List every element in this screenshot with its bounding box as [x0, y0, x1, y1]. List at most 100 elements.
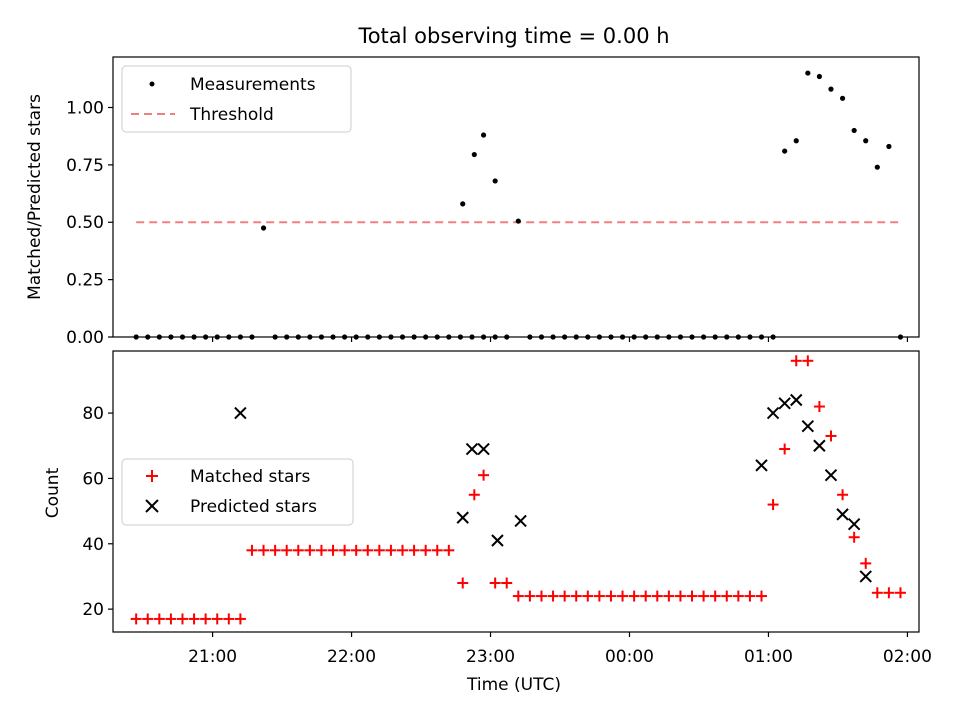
legend-measurements-marker [149, 81, 155, 87]
x-tick-label: 23:00 [466, 647, 515, 667]
legend-matched-marker [146, 470, 158, 482]
matched-star-point [605, 590, 617, 602]
matched-star-point [570, 590, 582, 602]
measurement-point [816, 73, 823, 80]
predicted-star-point [766, 406, 780, 420]
matched-star-point [721, 590, 733, 602]
predicted-star-point [477, 442, 490, 456]
bottom-y-tick-label: 80 [82, 404, 104, 424]
predicted-star-point [813, 439, 826, 452]
matched-star-point [188, 613, 200, 625]
matched-star-point [397, 544, 409, 556]
predicted-star-point [836, 508, 849, 521]
measurement-point [805, 70, 811, 76]
matched-star-point [373, 544, 385, 556]
measurement-point [828, 86, 834, 92]
matched-star-point [837, 489, 849, 501]
bottom-y-tick-label: 20 [82, 600, 104, 620]
matched-star-point [130, 613, 142, 625]
predicted-star-point [778, 397, 791, 410]
matched-star-point [292, 544, 304, 556]
predicted-star-point [514, 514, 527, 528]
matched-star-point [617, 590, 629, 602]
bottom-y-tick-label: 60 [82, 469, 104, 489]
top-y-tick-label: 0.00 [66, 328, 104, 348]
top-legend: Measurements Threshold [121, 65, 352, 133]
predicted-star-point [847, 517, 861, 531]
matched-star-point [223, 613, 235, 625]
matched-star-point [246, 544, 258, 556]
legend-predicted-label: Predicted stars [190, 497, 317, 517]
measurement-point [460, 201, 466, 207]
matched-star-point [142, 613, 154, 625]
matched-star-point [304, 544, 316, 556]
matched-star-point [651, 590, 663, 602]
matched-star-point [860, 557, 872, 569]
matched-star-point [640, 590, 652, 602]
matched-star-point [153, 613, 165, 625]
top-y-tick-label: 0.50 [66, 213, 104, 233]
matched-star-point [779, 443, 791, 455]
legend-matched-label: Matched stars [190, 467, 310, 487]
measurement-point [782, 148, 788, 154]
matched-star-point [512, 590, 524, 602]
top-y-axis-label: Matched/Predicted stars [25, 94, 45, 300]
matched-star-point [258, 544, 270, 556]
bottom-plot-frame [112, 350, 920, 633]
matched-star-point [686, 590, 698, 602]
matched-star-point [420, 544, 432, 556]
matched-star-point [674, 590, 686, 602]
top-y-tick-label: 0.25 [66, 271, 104, 291]
matched-star-point [200, 613, 212, 625]
matched-star-point [269, 544, 281, 556]
matched-star-point [802, 355, 814, 367]
matched-star-point [362, 544, 374, 556]
predicted-star-point [859, 570, 872, 583]
top-y-tick-label: 0.75 [66, 156, 104, 176]
matched-star-point [211, 613, 223, 625]
measurement-point [793, 138, 799, 144]
chart-title: Total observing time = 0.00 h [357, 24, 669, 48]
matched-star-point [385, 544, 397, 556]
matched-star-point [165, 613, 177, 625]
matched-star-point [315, 544, 327, 556]
measurement-point [839, 95, 846, 101]
matched-star-point [871, 587, 883, 599]
bottom-axis-ticks: 20 40 60 80 21:00 22:00 23:00 00:00 01:00 02:00 [82, 404, 932, 667]
bottom-y-axis-label: Count [43, 467, 63, 518]
x-tick-label: 01:00 [744, 647, 793, 667]
measurement-point [492, 178, 498, 184]
matched-star-point [767, 499, 779, 511]
matched-star-point [408, 544, 420, 556]
matched-star-point [813, 401, 825, 413]
matched-star-point [825, 430, 837, 442]
matched-star-point [698, 590, 710, 602]
matched-star-point [478, 469, 490, 481]
matched-star-point [431, 544, 443, 556]
bottom-legend: Matched stars Predicted stars [121, 458, 354, 526]
matched-star-point [524, 590, 536, 602]
x-axis-label: Time (UTC) [466, 675, 561, 695]
measurement-point [851, 127, 857, 134]
measurement-point [874, 164, 880, 170]
matched-star-point [848, 531, 860, 543]
legend-threshold-label: Threshold [189, 105, 274, 125]
matched-star-point [732, 590, 744, 602]
matched-star-point [790, 355, 802, 367]
measurement-point [515, 218, 521, 224]
legend-predicted-marker [145, 499, 159, 513]
matched-star-point [883, 587, 895, 599]
matched-star-point [559, 590, 571, 602]
x-tick-label: 02:00 [883, 647, 932, 667]
predicted-star-point [456, 511, 469, 524]
predicted-star-point [790, 393, 803, 407]
matched-star-point [327, 544, 339, 556]
matched-star-point [489, 577, 501, 589]
top-plot-frame [112, 56, 920, 338]
matched-star-point [709, 590, 721, 602]
measurement-point [480, 132, 487, 138]
predicted-star-point [824, 468, 838, 482]
matched-star-point [756, 590, 768, 602]
matched-star-point [894, 587, 906, 599]
